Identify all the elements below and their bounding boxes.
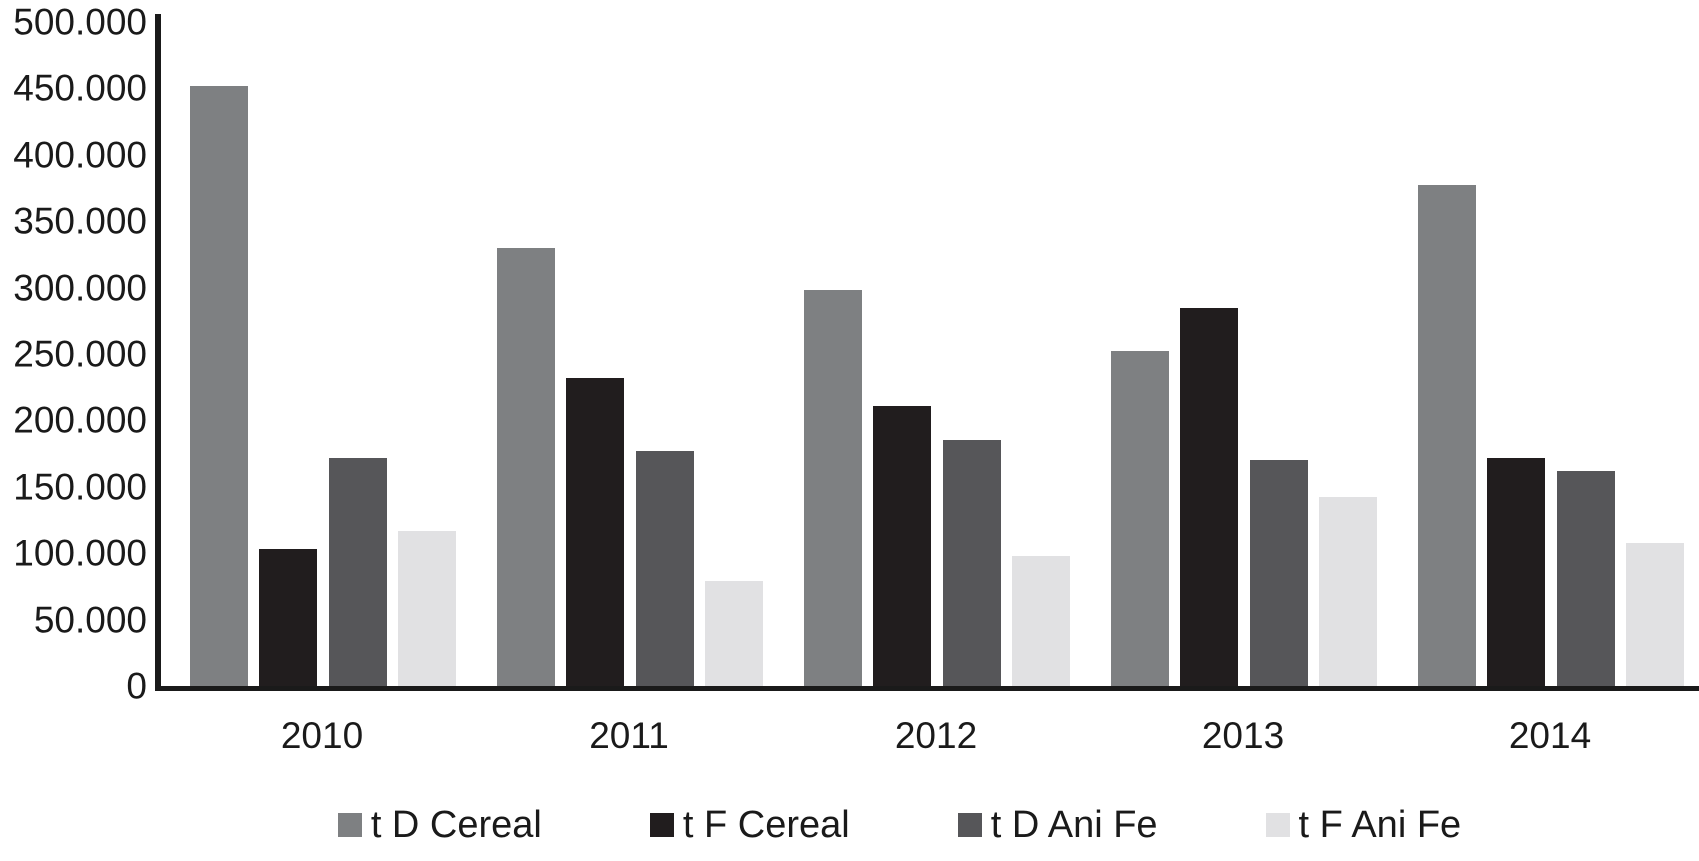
bar-t-f-cereal-2013 bbox=[1180, 308, 1239, 686]
y-tick-label: 250.000 bbox=[13, 333, 147, 375]
legend-label: t D Ani Fe bbox=[990, 804, 1158, 846]
x-tick-label-2014: 2014 bbox=[1508, 715, 1592, 756]
legend-item-t-d-ani-fe: t D Ani Fe bbox=[957, 804, 1158, 846]
chart-legend: t D Cereal t F Cereal t D Ani Fe t F Ani Fe bbox=[0, 806, 1699, 844]
bar-t-d-cereal-2013 bbox=[1111, 351, 1169, 686]
y-axis-line bbox=[155, 14, 161, 691]
bar-t-d-ani-fe-2012 bbox=[942, 440, 1001, 686]
legend-swatch-icon bbox=[337, 813, 362, 837]
y-tick-label: 100.000 bbox=[13, 532, 147, 574]
bar-t-f-cereal-2011 bbox=[566, 378, 625, 686]
bar-t-f-ani-fe-2013 bbox=[1318, 497, 1377, 686]
bar-t-f-ani-fe-2014 bbox=[1625, 543, 1684, 686]
y-tick-label: 350.000 bbox=[13, 200, 147, 242]
bar-t-f-ani-fe-2010 bbox=[397, 531, 456, 686]
legend-label: t D Cereal bbox=[370, 804, 542, 846]
legend-item-t-f-ani-fe: t F Ani Fe bbox=[1265, 804, 1462, 846]
bar-t-d-cereal-2012 bbox=[804, 290, 862, 686]
x-tick-label-2013: 2013 bbox=[1201, 715, 1285, 756]
y-tick-label: 450.000 bbox=[13, 67, 147, 109]
bar-t-d-cereal-2010 bbox=[190, 86, 248, 686]
legend-swatch-icon bbox=[957, 813, 982, 837]
bar-t-d-ani-fe-2013 bbox=[1249, 460, 1308, 686]
bar-t-d-cereal-2014 bbox=[1418, 185, 1476, 686]
x-axis-tick-labels: 2010 2011 2012 2013 2014 bbox=[0, 715, 1699, 760]
bar-t-f-cereal-2014 bbox=[1487, 458, 1546, 686]
bar-t-d-ani-fe-2010 bbox=[328, 458, 387, 686]
bar-t-f-ani-fe-2012 bbox=[1011, 556, 1070, 686]
y-axis-tick-labels: 500.000 450.000 400.000 350.000 300.000 250.0… bbox=[0, 0, 147, 740]
legend-item-t-f-cereal: t F Cereal bbox=[649, 804, 850, 846]
y-tick-label: 300.000 bbox=[13, 267, 147, 309]
bar-t-d-cereal-2011 bbox=[497, 248, 555, 686]
legend-swatch-icon bbox=[649, 813, 674, 837]
bar-t-f-cereal-2010 bbox=[259, 549, 318, 686]
legend-label: t F Ani Fe bbox=[1298, 804, 1462, 846]
y-tick-label: 50.000 bbox=[33, 599, 147, 641]
legend-item-t-d-cereal: t D Cereal bbox=[337, 804, 542, 846]
y-tick-label: 400.000 bbox=[13, 134, 147, 176]
bar-t-f-ani-fe-2011 bbox=[704, 581, 763, 686]
y-tick-label: 200.000 bbox=[13, 399, 147, 441]
bar-t-f-cereal-2012 bbox=[873, 406, 932, 686]
x-tick-label-2011: 2011 bbox=[589, 715, 669, 756]
legend-label: t F Cereal bbox=[682, 804, 850, 846]
x-tick-label-2010: 2010 bbox=[280, 715, 364, 756]
x-tick-label-2012: 2012 bbox=[894, 715, 978, 756]
x-axis-line bbox=[155, 686, 1699, 691]
bar-t-d-ani-fe-2014 bbox=[1556, 471, 1615, 686]
legend-swatch-icon bbox=[1265, 813, 1290, 837]
plot-area bbox=[158, 0, 1699, 686]
y-tick-label: 150.000 bbox=[13, 466, 147, 508]
bar-t-d-ani-fe-2011 bbox=[635, 451, 694, 686]
y-tick-label: 0 bbox=[126, 665, 147, 707]
y-tick-label: 500.000 bbox=[13, 1, 147, 43]
